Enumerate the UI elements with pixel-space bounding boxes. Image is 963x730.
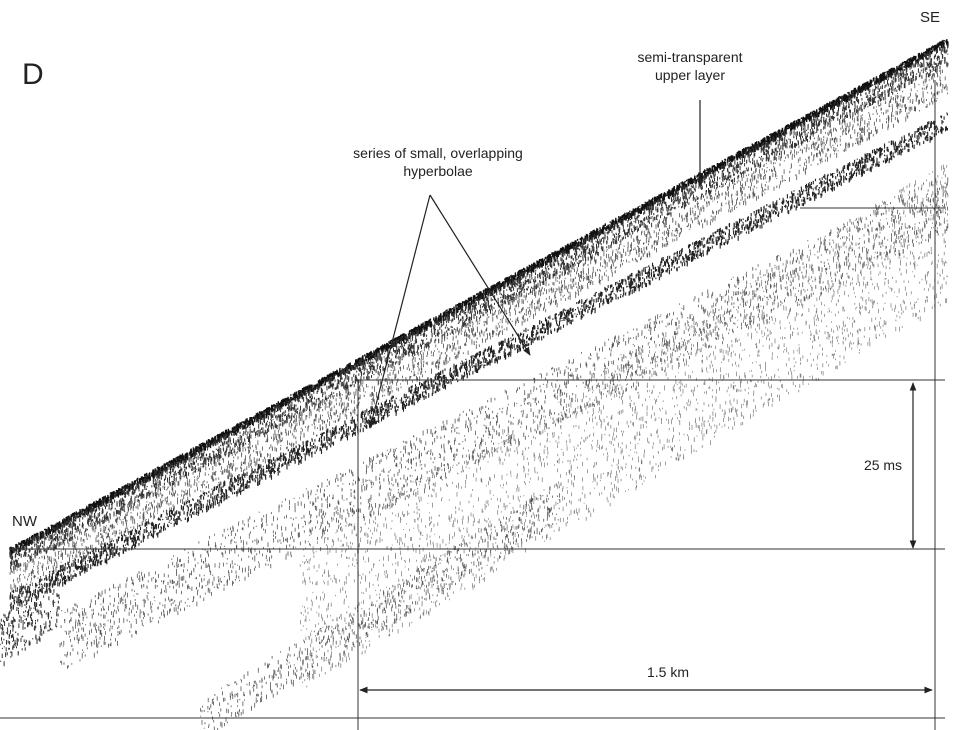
annotation-text: semi-transparent xyxy=(637,49,742,65)
seismic-profile: D NW SE semi-transparent upper layer ser… xyxy=(0,0,963,730)
scale-label: 25 ms xyxy=(864,457,902,473)
orientation-label: SE xyxy=(920,9,940,26)
orientation-label: NW xyxy=(12,513,38,530)
annotation-text: hyperbolae xyxy=(403,163,472,179)
panel-label: D xyxy=(22,58,44,91)
annotation-text: upper layer xyxy=(655,67,725,83)
scale-label: 1.5 km xyxy=(647,664,689,680)
annotation-text: series of small, overlapping xyxy=(353,145,523,161)
